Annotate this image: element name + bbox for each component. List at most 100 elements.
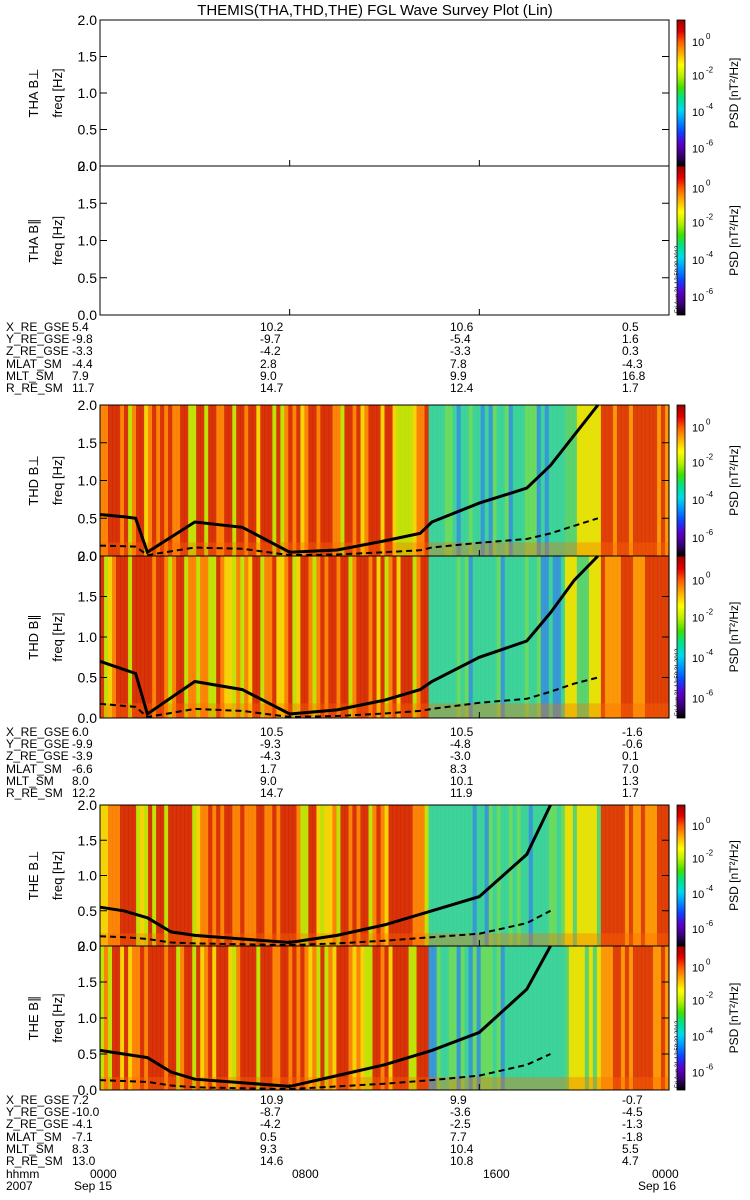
spectrogram-column bbox=[484, 405, 490, 556]
spectrogram-column bbox=[612, 805, 618, 946]
spectrogram-column bbox=[548, 556, 554, 718]
spectrogram-column bbox=[592, 946, 598, 1090]
spectrogram-column bbox=[596, 805, 602, 946]
spectrogram-column bbox=[132, 805, 137, 946]
ephemeris-the: X_RE_GSE 7.2 10.9 9.9 -0.7 Y_RE_GSE -10.0 -8.7-… bbox=[6, 1094, 686, 1178]
spectrogram-column bbox=[352, 805, 358, 946]
y-label-freq: freq [Hz] bbox=[50, 456, 65, 505]
spectrogram-column bbox=[636, 946, 642, 1090]
spectrogram-column bbox=[304, 556, 309, 718]
spectrogram-column bbox=[364, 805, 370, 946]
y-tick-label: 0.5 bbox=[78, 670, 98, 686]
spectrogram-column bbox=[460, 556, 466, 718]
ephemeris-value: 0.5 bbox=[260, 1129, 277, 1144]
spectrogram-column bbox=[164, 556, 169, 718]
spectrogram-column bbox=[516, 805, 522, 946]
ephemeris-value: 10.8 bbox=[450, 1154, 474, 1168]
spectrogram-column bbox=[296, 556, 301, 718]
spectrogram-column bbox=[472, 556, 478, 718]
spectrogram-column bbox=[544, 405, 550, 556]
spectrogram-column bbox=[456, 946, 462, 1090]
spectrogram-column bbox=[276, 946, 281, 1090]
spectrogram-column bbox=[520, 405, 526, 556]
ephemeris-value: 9.0 bbox=[260, 368, 277, 383]
spectrogram-column bbox=[448, 946, 454, 1090]
spectrogram-column bbox=[384, 805, 390, 946]
y-label-probe: THA B⊥ bbox=[26, 69, 41, 118]
spectrogram-column bbox=[552, 405, 558, 556]
fc-dashed-trace bbox=[99, 676, 599, 719]
spectrogram-column bbox=[416, 405, 422, 556]
colorbar-label: PSD [nT²/Hz] bbox=[727, 58, 741, 129]
spectrogram-column bbox=[340, 946, 346, 1090]
spectrogram-column bbox=[460, 805, 466, 946]
spectrogram-column bbox=[624, 946, 630, 1090]
y-tick-label: 1.5 bbox=[78, 589, 98, 605]
spectrogram-column bbox=[476, 805, 482, 946]
spectrogram-column bbox=[152, 405, 157, 556]
y-tick-label: 0.0 bbox=[78, 710, 98, 726]
spectrogram-column bbox=[504, 556, 510, 718]
spectrogram-column bbox=[108, 405, 113, 556]
spectrogram-column bbox=[180, 556, 185, 718]
spectrogram-column bbox=[440, 946, 446, 1090]
spectrogram-column bbox=[444, 946, 450, 1090]
spectrogram-column bbox=[424, 556, 430, 718]
spectrogram-column bbox=[444, 556, 450, 718]
y-tick-label: 2.0 bbox=[78, 938, 98, 954]
spectrogram-column bbox=[172, 946, 177, 1090]
spectrogram-column bbox=[412, 805, 418, 946]
spectrogram-column bbox=[144, 405, 149, 556]
spectrogram-column bbox=[144, 556, 149, 718]
ephemeris-value: -2.5 bbox=[450, 1117, 471, 1132]
ephemeris-param-label: MLT_SM bbox=[6, 368, 54, 383]
ephemeris-value: 9.0 bbox=[260, 773, 277, 788]
spectrogram-column bbox=[432, 405, 438, 556]
spectrogram-column bbox=[256, 556, 261, 718]
ephemeris-row: R_RE_SM 12.2 14.7 11.9 1.7 bbox=[6, 787, 686, 799]
colorbar-tick-exponent: -6 bbox=[706, 919, 714, 928]
spectrogram-column bbox=[636, 405, 642, 556]
spectrogram-column bbox=[124, 405, 129, 556]
spectrogram-column bbox=[216, 556, 221, 718]
y-tick-label: 0.5 bbox=[78, 270, 98, 286]
colorbar-tick-label: 10 bbox=[692, 292, 704, 304]
spectrogram-columns bbox=[100, 556, 670, 718]
spectrogram-column bbox=[204, 805, 209, 946]
spectrogram-column bbox=[140, 556, 145, 718]
spectrogram-column bbox=[448, 805, 454, 946]
spectrogram-column bbox=[496, 946, 502, 1090]
spectrogram-column bbox=[404, 805, 410, 946]
spectrogram-column bbox=[280, 805, 285, 946]
spectrogram-column bbox=[124, 805, 129, 946]
ephemeris-param-label: MLAT_SM bbox=[6, 761, 62, 776]
ephemeris-row: X_RE_GSE 6.0 10.5 10.5 -1.6 bbox=[6, 726, 686, 738]
spectrogram-column bbox=[424, 405, 430, 556]
spectrogram-column bbox=[196, 405, 201, 556]
spectrogram-column bbox=[324, 405, 330, 556]
colorbar-label: PSD [nT²/Hz] bbox=[727, 602, 741, 673]
spectrogram-column bbox=[644, 556, 650, 718]
ephemeris-param-label: X_RE_GSE bbox=[6, 1093, 70, 1107]
spectrogram-column bbox=[320, 946, 325, 1090]
y-tick-label: 0.0 bbox=[78, 548, 98, 564]
ephemeris-value: -3.6 bbox=[450, 1105, 471, 1120]
spectrogram-column bbox=[440, 805, 446, 946]
spectrogram-column bbox=[572, 556, 578, 718]
spectrogram-column bbox=[436, 556, 442, 718]
year-label: 2007 bbox=[6, 1179, 33, 1193]
spectrogram-column bbox=[212, 946, 217, 1090]
spectrogram-column bbox=[564, 805, 570, 946]
y-label-freq: freq [Hz] bbox=[50, 216, 65, 265]
spectrogram-column bbox=[348, 405, 354, 556]
fc-solid-trace bbox=[99, 404, 600, 555]
fc-solid-trace bbox=[99, 554, 599, 717]
spectrogram-column bbox=[416, 805, 422, 946]
spectrogram-column bbox=[120, 946, 125, 1090]
spectrogram-column bbox=[268, 556, 273, 718]
spectrogram-column bbox=[624, 556, 630, 718]
spectrogram-column bbox=[272, 405, 277, 556]
spectrogram-column bbox=[304, 946, 309, 1090]
